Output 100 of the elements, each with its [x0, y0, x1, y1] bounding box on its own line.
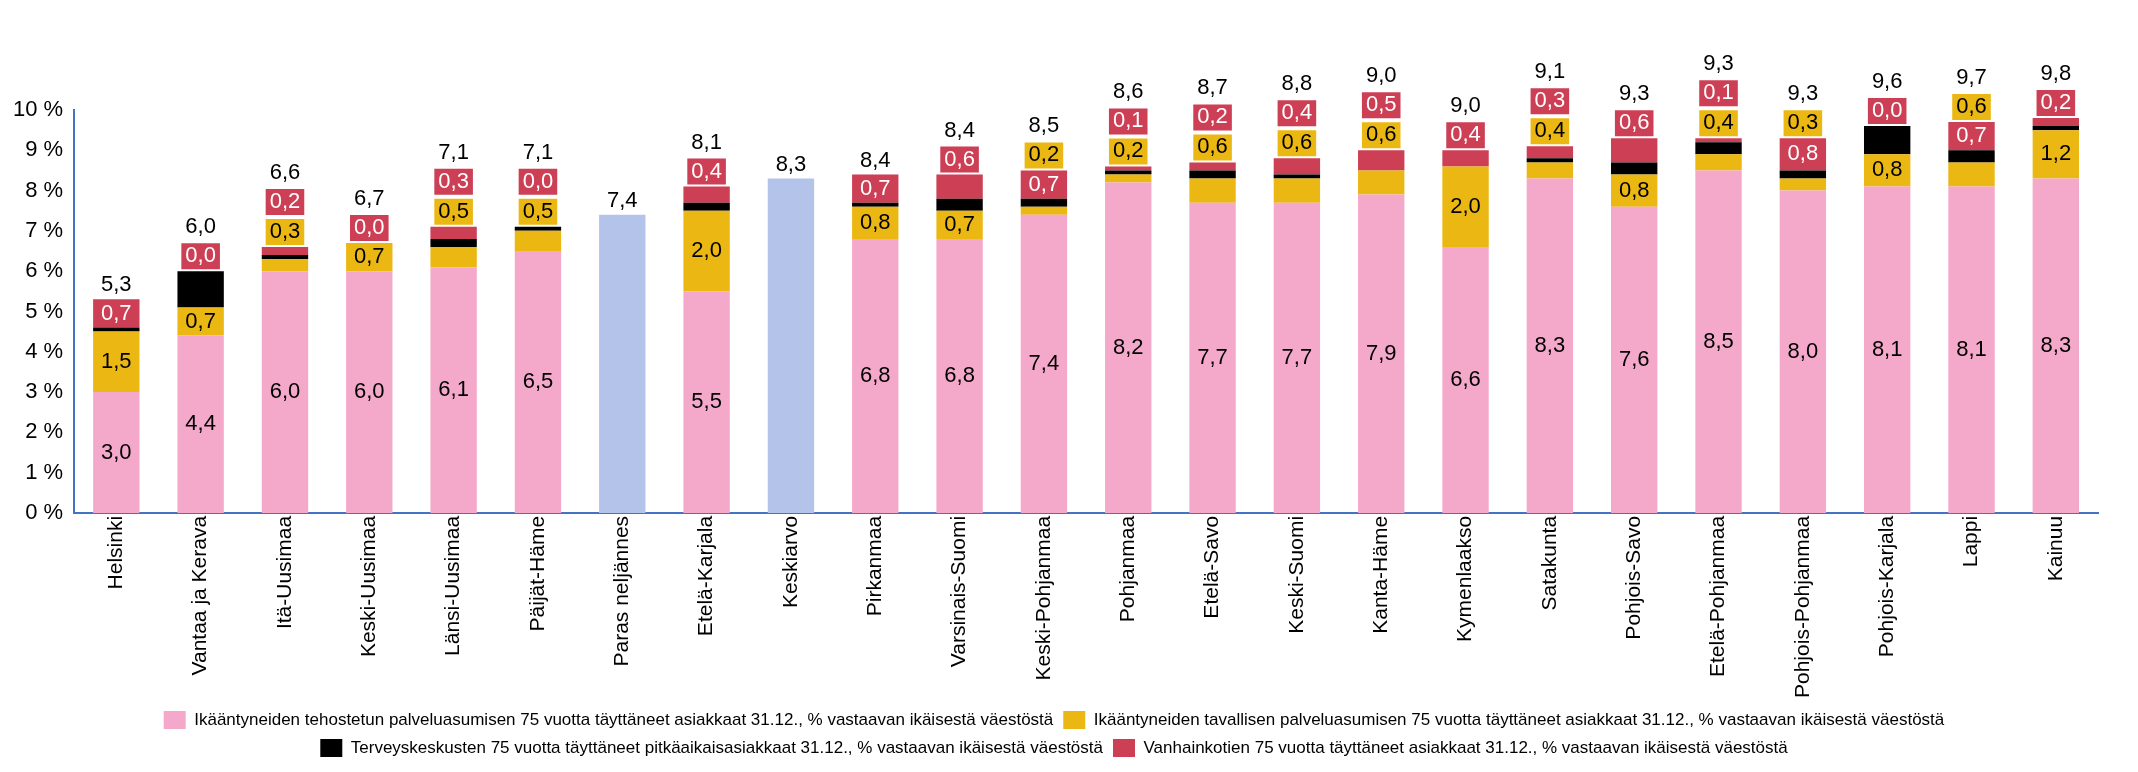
total-label: 9,3: [1618, 80, 1650, 106]
total-label: 9,6: [1871, 68, 1903, 94]
data-label: 7,4: [1028, 349, 1060, 375]
data-label: 2,0: [691, 237, 722, 263]
y-tick-label: 1 %: [25, 458, 64, 484]
total-label: 9,0: [1365, 62, 1397, 88]
data-label: 0,4: [691, 157, 722, 183]
bar: [1105, 182, 1152, 513]
x-tick-label: Kanta-Häme: [1368, 515, 1392, 634]
bar: [1273, 174, 1321, 179]
data-label: 8,5: [1703, 327, 1734, 353]
x-tick-label: Länsi-Uusimaa: [440, 515, 464, 656]
bar: [514, 251, 562, 513]
bar: [1695, 142, 1742, 155]
x-tick-label: Varsinais-Suomi: [946, 515, 970, 668]
bar: [683, 291, 730, 513]
data-label: 0,4: [1703, 109, 1734, 135]
data-label: 7,9: [1365, 339, 1397, 365]
data-label: 0,8: [1618, 176, 1650, 202]
total-label: 6,7: [353, 185, 385, 211]
bar: [1273, 178, 1321, 203]
legend-label: Terveyskeskusten 75 vuotta täyttäneet pitkäaikaisasiakkaat 31.12., % vastaavan ikäisestä väestöstä: [350, 737, 1104, 757]
total-label: 7,4: [606, 186, 638, 212]
bar: [936, 198, 983, 211]
bar: [514, 226, 562, 231]
data-label: 6,8: [859, 361, 891, 387]
y-tick-label: 7 %: [25, 216, 64, 242]
y-tick-label: 10 %: [12, 96, 64, 122]
total-label: 7,1: [438, 138, 469, 164]
data-label: 0,0: [1871, 97, 1903, 123]
total-label: 9,1: [1534, 58, 1566, 84]
total-label: 8,1: [691, 128, 722, 154]
bar: [1189, 178, 1236, 203]
bar: [599, 214, 646, 513]
x-tick-label: Keskiarvo: [777, 515, 801, 609]
data-label: 0,3: [1787, 109, 1819, 135]
data-label: 0,7: [353, 243, 385, 269]
data-label: 8,3: [2040, 331, 2072, 357]
bar: [683, 202, 730, 211]
data-label: 0,6: [944, 145, 975, 171]
bar: [93, 331, 140, 393]
data-label: 0,3: [269, 218, 301, 244]
data-label: 0,2: [1028, 141, 1060, 167]
data-label: 0,3: [1534, 87, 1566, 113]
y-tick-label: 0 %: [25, 498, 64, 524]
bar: [1779, 190, 1827, 513]
total-label: 8,4: [859, 146, 891, 172]
x-tick-label: Pohjois-Karjala: [1873, 515, 1897, 658]
total-label: 5,3: [101, 271, 132, 297]
x-tick-label: Pohjanmaa: [1115, 515, 1139, 623]
bar: [1358, 194, 1405, 513]
bar: [1273, 202, 1321, 513]
data-label: 0,4: [1534, 117, 1566, 143]
data-label: 0,7: [185, 307, 216, 333]
y-tick-label: 5 %: [25, 297, 64, 323]
data-label: 8,2: [1112, 333, 1144, 359]
total-label: 9,7: [1956, 64, 1987, 90]
y-tick-label: 9 %: [25, 136, 64, 162]
bar: [1948, 150, 1995, 163]
total-label: 8,7: [1197, 74, 1228, 100]
legend-label: Ikääntyneiden tavallisen palveluasumisen 75 vuotta täyttäneet asiakkaat 31.12., % vastaavan ikäisestä väestöstä: [1093, 709, 1945, 729]
data-label: 6,1: [438, 376, 469, 402]
bar: [1779, 178, 1827, 191]
x-tick-label: Kainuu: [2042, 515, 2066, 582]
x-tick-label: Kymenlaakso: [1452, 515, 1476, 642]
data-label: 8,1: [1871, 335, 1903, 361]
data-label: 0,7: [944, 210, 975, 236]
bar: [2032, 126, 2080, 131]
bar: [261, 259, 309, 272]
bar: [1526, 178, 1574, 513]
y-tick-label: 4 %: [25, 337, 64, 363]
x-tick-label: Satakunta: [1536, 515, 1560, 611]
data-label: 0,7: [859, 174, 891, 200]
x-tick-label: Helsinki: [103, 515, 127, 590]
total-label: 7,1: [522, 138, 554, 164]
data-label: 6,0: [353, 378, 385, 404]
bar: [1105, 174, 1152, 183]
x-tick-label: Vantaa ja Kerava: [187, 515, 211, 676]
bar: [261, 271, 309, 513]
bar: [852, 202, 899, 207]
bar: [1526, 158, 1574, 163]
data-label: 0,4: [1281, 99, 1313, 125]
x-tick-label: Pirkanmaa: [862, 515, 886, 617]
total-label: 8,4: [944, 116, 975, 142]
x-tick-label: Keski-Uusimaa: [356, 515, 380, 658]
data-label: 8,1: [1956, 335, 1987, 361]
y-tick-label: 3 %: [25, 378, 64, 404]
bar: [1105, 170, 1152, 175]
bar: [683, 210, 730, 292]
data-label: 0,0: [522, 167, 554, 193]
y-tick-label: 6 %: [25, 257, 64, 283]
bar: [1020, 198, 1068, 207]
data-label: 4,4: [185, 410, 216, 436]
data-label: 0,7: [1956, 122, 1987, 148]
data-label: 0,5: [438, 197, 469, 223]
data-label: 2,0: [1450, 192, 1481, 218]
data-label: 0,5: [522, 197, 554, 223]
x-tick-label: Pohjois-Pohjanmaa: [1789, 515, 1813, 698]
total-label: 8,3: [775, 150, 807, 176]
total-label: 6,6: [269, 159, 301, 185]
